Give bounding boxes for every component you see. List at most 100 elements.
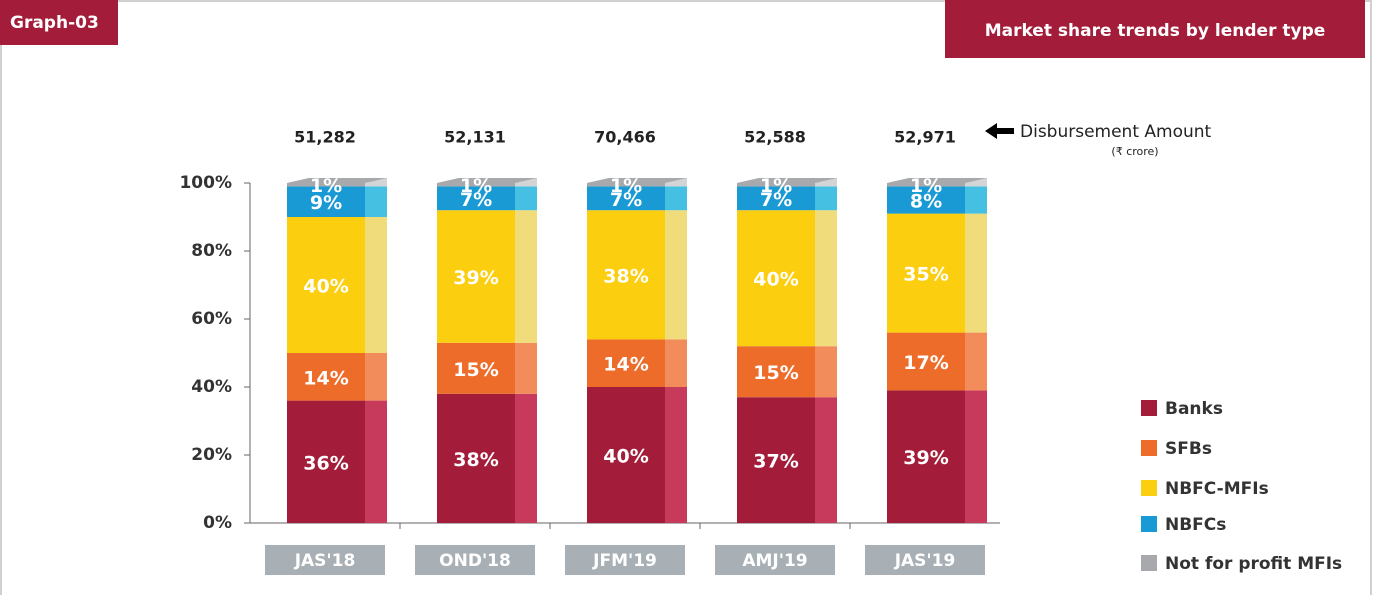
y-tick-label: 20% xyxy=(191,445,232,465)
y-tick-label: 80% xyxy=(191,241,232,261)
legend-swatch xyxy=(1141,440,1157,456)
bar-front xyxy=(737,346,815,398)
bar-front xyxy=(437,186,515,211)
bar-segment xyxy=(887,390,987,523)
bar-segment xyxy=(287,400,387,523)
bar-side xyxy=(515,393,537,523)
bar-top-front xyxy=(737,178,837,183)
bar-segment xyxy=(887,186,987,214)
bar-side xyxy=(965,213,987,333)
bar-side xyxy=(965,332,987,391)
bar-top-front xyxy=(287,178,387,183)
data-label: 14% xyxy=(603,354,648,376)
bar-front xyxy=(587,339,665,387)
bar-top-front xyxy=(437,178,537,183)
bar-side xyxy=(515,186,537,211)
bar-segment xyxy=(737,397,837,523)
x-tick-label: JAS'19 xyxy=(894,551,956,571)
bar-segment xyxy=(737,186,837,211)
bar-front xyxy=(887,213,965,333)
bar-segment xyxy=(587,339,687,387)
bar-segment xyxy=(587,178,687,187)
bar-front xyxy=(587,210,665,340)
data-label: 15% xyxy=(453,359,498,381)
bar-side xyxy=(965,186,987,214)
data-label: 40% xyxy=(603,446,648,468)
category-box xyxy=(415,545,535,575)
header-label: Graph-03 xyxy=(10,13,99,33)
disbursement-value: 52,131 xyxy=(444,128,506,147)
bar-side xyxy=(815,210,837,347)
bar-front xyxy=(887,332,965,391)
bar-top-front xyxy=(887,178,987,183)
legend-label: Not for profit MFIs xyxy=(1165,554,1342,574)
bar-front xyxy=(287,186,365,217)
x-tick-label: JAS'18 xyxy=(294,551,356,571)
data-label: 1% xyxy=(460,175,492,197)
bar-front xyxy=(737,186,815,211)
bar-side xyxy=(665,186,687,211)
category-box xyxy=(565,545,685,575)
header-title-box xyxy=(945,0,1365,58)
bar-side xyxy=(665,210,687,340)
data-label: 1% xyxy=(910,175,942,197)
disbursement-unit: (₹ crore) xyxy=(1111,145,1158,158)
data-label: 9% xyxy=(310,192,342,214)
x-tick-label: JFM'19 xyxy=(592,551,657,571)
bar-front xyxy=(287,400,365,523)
data-label: 39% xyxy=(453,267,498,289)
bar-front xyxy=(437,210,515,343)
data-label: 37% xyxy=(753,451,798,473)
bar-segment xyxy=(437,186,537,211)
bar-side xyxy=(665,387,687,523)
data-label: 1% xyxy=(760,175,792,197)
bar-side xyxy=(515,183,537,187)
y-tick-label: 100% xyxy=(179,173,232,193)
data-label: 8% xyxy=(910,191,942,213)
data-label: 35% xyxy=(903,264,948,286)
legend-swatch xyxy=(1141,555,1157,571)
bar-front xyxy=(287,217,365,353)
legend-label: SFBs xyxy=(1165,439,1212,459)
bar-segment xyxy=(587,210,687,340)
bar-top-front xyxy=(587,178,687,183)
bar-front xyxy=(437,393,515,523)
header-label-box xyxy=(0,0,118,45)
data-label: 7% xyxy=(760,189,792,211)
y-tick-label: 40% xyxy=(191,377,232,397)
bar-side xyxy=(665,339,687,387)
bar-front xyxy=(587,387,665,523)
bar-side xyxy=(815,186,837,211)
bar-segment xyxy=(737,210,837,347)
bar-segment xyxy=(887,332,987,391)
disbursement-value: 52,971 xyxy=(894,128,956,147)
data-label: 39% xyxy=(903,447,948,469)
bar-segment xyxy=(287,353,387,401)
bar-segment xyxy=(887,178,987,187)
bar-front xyxy=(887,183,965,187)
bar-front xyxy=(437,183,515,187)
data-label: 14% xyxy=(303,367,348,389)
disbursement-value: 70,466 xyxy=(594,128,656,147)
bar-segment xyxy=(887,213,987,333)
arrow xyxy=(985,123,1014,139)
bar-segment xyxy=(437,393,537,523)
y-tick-label: 60% xyxy=(191,309,232,329)
bar-side xyxy=(665,183,687,187)
bar-side xyxy=(365,353,387,401)
bar-front xyxy=(887,390,965,523)
bar-side xyxy=(815,183,837,187)
bar-side xyxy=(815,397,837,523)
bar-segment xyxy=(287,217,387,353)
bar-front xyxy=(437,342,515,394)
x-tick-label: AMJ'19 xyxy=(742,551,807,571)
bar-front xyxy=(737,183,815,187)
bar-segment xyxy=(287,186,387,217)
legend-label: NBFCs xyxy=(1165,515,1226,535)
bar-front xyxy=(737,397,815,523)
bar-front xyxy=(587,186,665,211)
bar-side xyxy=(815,346,837,398)
legend-label: NBFC-MFIs xyxy=(1165,479,1269,499)
